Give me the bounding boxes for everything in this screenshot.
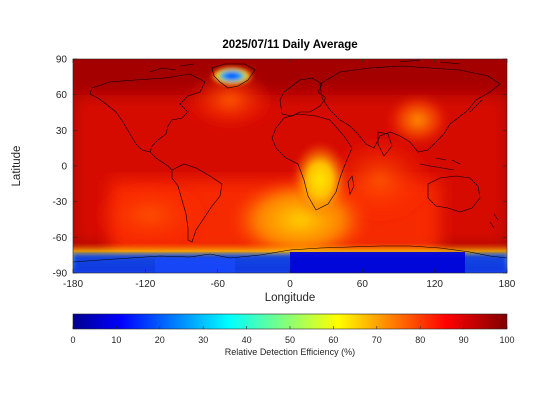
colorbar-tick-label: 90 bbox=[459, 335, 469, 345]
x-tick-label: 60 bbox=[357, 279, 369, 290]
x-tick-label: 120 bbox=[426, 279, 443, 290]
colorbar-tick-label: 80 bbox=[415, 335, 425, 345]
y-tick-label: 30 bbox=[56, 126, 68, 137]
coastline-africa bbox=[271, 113, 353, 211]
colorbar-tick-label: 30 bbox=[198, 335, 208, 345]
colorbar-tick-label: 40 bbox=[242, 335, 252, 345]
coastline-indonesia bbox=[419, 157, 461, 171]
coastline-antarctica bbox=[73, 245, 507, 263]
colorbar-ticks: 0 10 20 30 40 50 60 70 80 90 100 bbox=[70, 326, 515, 345]
coastline-south-america bbox=[171, 163, 223, 243]
heatmap-patch-central-asia bbox=[388, 95, 448, 145]
colorbar-tick-label: 0 bbox=[70, 335, 75, 345]
y-tick-label: 0 bbox=[61, 162, 67, 173]
heatmap-patch-south-pacific bbox=[90, 180, 210, 250]
x-tick-label: 180 bbox=[499, 279, 516, 290]
coastline-central-america bbox=[149, 151, 173, 171]
x-axis-label: Longitude bbox=[264, 292, 316, 304]
colorbar-tick-label: 100 bbox=[499, 335, 514, 345]
colorbar-label: Relative Detection Efficiency (%) bbox=[224, 347, 356, 357]
y-tick-label: 90 bbox=[56, 55, 68, 66]
coastline-india bbox=[377, 131, 393, 157]
coastline-greenland bbox=[211, 63, 256, 89]
y-tick-label: -60 bbox=[53, 233, 68, 244]
y-axis-ticks: 90 60 30 0 -30 -60 -90 bbox=[53, 55, 507, 280]
coastline-japan bbox=[469, 99, 483, 113]
y-tick-label: -30 bbox=[53, 197, 68, 208]
colorbar-tick-label: 60 bbox=[328, 335, 338, 345]
coastline-asia bbox=[319, 65, 501, 153]
colorbar-tick-label: 20 bbox=[155, 335, 165, 345]
y-axis-label: Latitude bbox=[11, 145, 23, 187]
y-tick-label: -90 bbox=[53, 269, 68, 280]
x-axis-ticks: -180 -120 -60 0 60 120 180 bbox=[63, 59, 516, 290]
coastline-madagascar bbox=[347, 175, 355, 195]
colorbar-tick-label: 70 bbox=[372, 335, 382, 345]
coastlines bbox=[73, 59, 507, 263]
coastline-australia bbox=[427, 175, 481, 213]
heatmap-patch-north-atlantic bbox=[185, 70, 275, 130]
colorbar-tick-label: 10 bbox=[111, 335, 121, 345]
x-tick-label: -180 bbox=[63, 279, 83, 290]
x-tick-label: -120 bbox=[135, 279, 155, 290]
y-tick-label: 60 bbox=[56, 90, 68, 101]
x-tick-label: 0 bbox=[287, 279, 293, 290]
x-tick-label: -60 bbox=[210, 279, 225, 290]
coastline-north-america bbox=[89, 73, 206, 153]
map-title: 2025/07/11 Daily Average bbox=[222, 39, 358, 51]
coastline-arctic-islands bbox=[149, 59, 461, 73]
coastline-new-zealand bbox=[489, 213, 499, 229]
heatmap-patch-greenland bbox=[210, 66, 254, 86]
heatmap-layer bbox=[73, 59, 507, 273]
heatmap-patch-africa bbox=[292, 142, 348, 218]
colorbar-tick-label: 50 bbox=[285, 335, 295, 345]
